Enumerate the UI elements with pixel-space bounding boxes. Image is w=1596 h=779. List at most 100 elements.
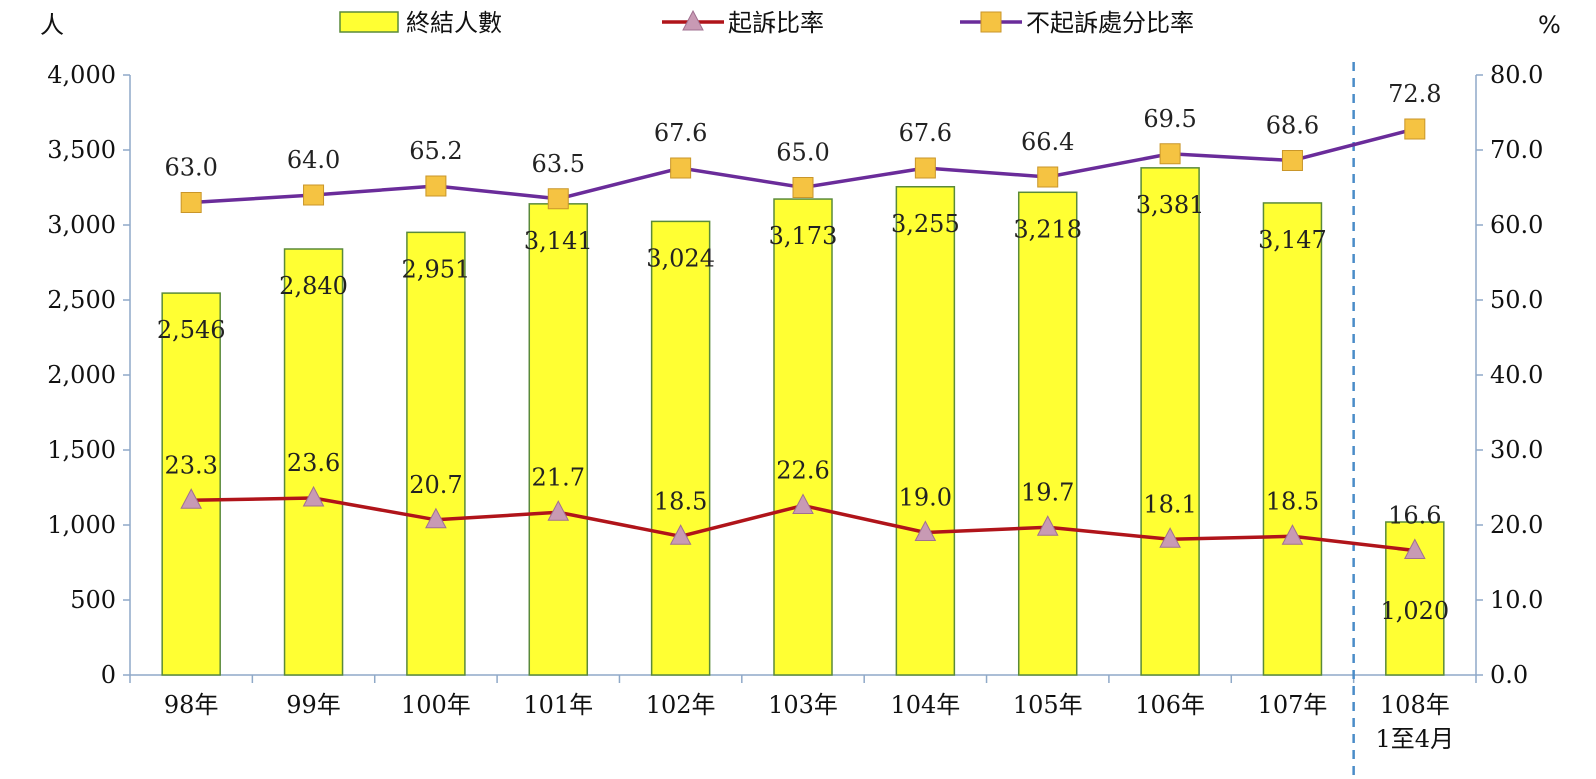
left-tick-label: 1,500 (47, 436, 116, 464)
line-marker-square (425, 175, 447, 197)
bar-value-label: 3,173 (769, 222, 838, 250)
bar (773, 198, 833, 676)
line-value-label: 66.4 (1021, 128, 1074, 156)
axes: 0 500 1,000 1,500 2,000 2,500 3,000 3,500 4,000 0… (47, 61, 1543, 779)
line-value-label: 22.6 (776, 457, 829, 485)
bar (161, 292, 221, 676)
bar-value-label: 3,381 (1136, 191, 1205, 219)
line-value-label: 23.3 (164, 451, 217, 479)
line-marker-square (1037, 166, 1059, 188)
line-value-label: 23.6 (287, 449, 340, 477)
left-tick-label: 1,000 (47, 511, 116, 539)
bar (406, 231, 466, 676)
x-tick-label: 103年 (768, 691, 838, 719)
line-value-label: 21.7 (532, 463, 585, 491)
bar (1262, 202, 1323, 676)
x-tick-label: 108年 (1380, 691, 1450, 719)
line-value-label: 64.0 (287, 146, 340, 174)
line-value-label: 19.7 (1021, 478, 1074, 506)
legend-label: 不起訴處分比率 (1026, 9, 1194, 37)
line-marker-square (547, 188, 569, 210)
bar (895, 186, 956, 676)
line-value-label: 67.6 (654, 119, 707, 147)
legend: 終結人數 起訴比率 不起訴處分比率 (339, 9, 1194, 37)
bar (1140, 167, 1200, 676)
x-tick-label: 100年 (401, 691, 471, 719)
line-marker-square (670, 157, 692, 179)
bar-value-label: 1,020 (1380, 597, 1449, 625)
line-marker-triangle (547, 500, 570, 521)
right-tick-label: 50.0 (1490, 286, 1543, 314)
left-tick-label: 3,000 (47, 211, 116, 239)
right-axis-unit: % (1538, 11, 1561, 39)
line-value-label: 63.0 (164, 154, 217, 182)
left-tick-label: 0 (101, 661, 116, 689)
bar-value-label: 2,840 (279, 272, 348, 300)
left-tick-label: 2,500 (47, 286, 116, 314)
right-tick-label: 30.0 (1490, 436, 1543, 464)
line-value-label: 18.5 (654, 487, 707, 515)
right-tick-label: 60.0 (1490, 211, 1543, 239)
line-value-label: 65.0 (776, 139, 829, 167)
line-marker-square (914, 157, 936, 179)
legend-marker-square (980, 11, 1002, 33)
right-tick-label: 80.0 (1490, 61, 1543, 89)
bar-value-label: 3,024 (646, 244, 715, 272)
bar (650, 220, 711, 676)
line-marker-triangle (180, 488, 203, 509)
line-marker-triangle (302, 485, 325, 507)
bar-value-label: 2,951 (402, 255, 471, 283)
data-labels: 2,546 2,840 2,951 3,141 3,024 3,173 3,255 3,218… (157, 80, 1449, 625)
line-value-label: 65.2 (409, 137, 462, 165)
line-marker-square (303, 184, 325, 206)
line-value-label: 19.0 (899, 484, 952, 512)
line-value-label: 18.1 (1143, 490, 1196, 518)
right-tick-label: 10.0 (1490, 586, 1543, 614)
left-tick-label: 4,000 (47, 61, 116, 89)
x-tick-label: 106年 (1135, 691, 1205, 719)
right-tick-label: 20.0 (1490, 511, 1543, 539)
bar (1017, 191, 1078, 676)
right-tick-label: 40.0 (1490, 361, 1543, 389)
line-marker-triangle (1403, 538, 1426, 559)
line-marker-square (1404, 118, 1426, 140)
bar-value-label: 2,546 (157, 316, 226, 344)
left-tick-label: 3,500 (47, 136, 116, 164)
line-value-label: 67.6 (899, 119, 952, 147)
line-marker-triangle (914, 520, 937, 541)
right-tick-label: 70.0 (1490, 136, 1543, 164)
x-tick-label: 101年 (523, 691, 593, 719)
left-axis-unit: 人 (40, 11, 64, 39)
legend-swatch-bar (339, 11, 399, 33)
line-marker-square (1281, 150, 1303, 171)
right-tick-label: 0.0 (1490, 661, 1528, 689)
line-marker-triangle (669, 524, 692, 545)
legend-label: 終結人數 (406, 9, 502, 37)
left-tick-label: 500 (70, 586, 116, 614)
line-marker-triangle (1159, 527, 1181, 548)
bar (528, 203, 589, 676)
bar-value-label: 3,141 (524, 227, 593, 255)
line-marker-triangle (1281, 524, 1304, 545)
legend-marker-triangle (682, 9, 704, 31)
x-tick-label: 104年 (890, 691, 960, 719)
x-tick-label: 98年 (164, 691, 219, 719)
line-value-label: 72.8 (1388, 80, 1441, 108)
legend-label: 起訴比率 (728, 9, 824, 37)
lines (180, 118, 1426, 559)
left-tick-label: 2,000 (47, 361, 116, 389)
bar (283, 248, 344, 676)
line-value-label: 20.7 (409, 471, 462, 499)
line-marker-triangle (1036, 515, 1059, 536)
line-marker-square (180, 192, 202, 213)
line-value-label: 63.5 (532, 150, 585, 178)
line-marker-triangle (425, 507, 447, 529)
line-value-label: 68.6 (1266, 112, 1319, 140)
x-tick-label: 105年 (1013, 691, 1083, 719)
bars (161, 167, 1445, 676)
x-tick-label: 1至4月 (1376, 725, 1455, 753)
x-tick-label: 107年 (1258, 691, 1328, 719)
x-tick-label: 102年 (646, 691, 716, 719)
line-marker-square (1159, 143, 1181, 165)
